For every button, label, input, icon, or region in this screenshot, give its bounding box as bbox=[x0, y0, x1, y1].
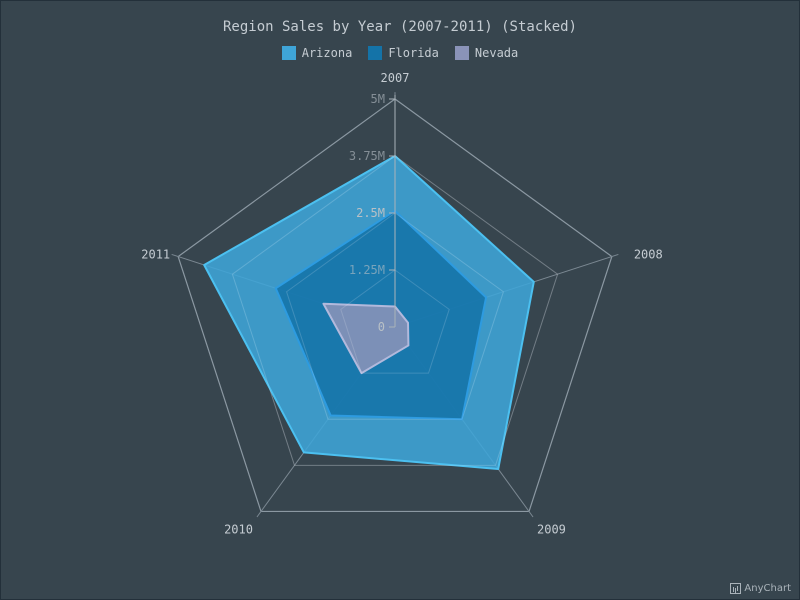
credit-label: AnyChart bbox=[744, 583, 791, 594]
series-area-nevada bbox=[322, 302, 410, 375]
anychart-logo-icon bbox=[730, 583, 742, 594]
legend-item-arizona[interactable]: Arizona bbox=[281, 46, 353, 60]
legend-label-arizona: Arizona bbox=[301, 46, 353, 60]
legend-swatch-florida bbox=[368, 46, 383, 60]
category-labels: 2007 2008 2009 2010 2011 bbox=[141, 71, 662, 536]
legend-item-nevada[interactable]: Nevada bbox=[454, 46, 519, 60]
value-tick-label: 0 bbox=[378, 320, 385, 334]
grid-overlay bbox=[231, 95, 559, 466]
chart-title: Region Sales by Year (2007-2011) (Stacke… bbox=[222, 19, 577, 35]
legend-swatch-arizona bbox=[281, 46, 296, 60]
grid-ring bbox=[177, 98, 613, 513]
series-layer bbox=[203, 155, 535, 471]
legend-label-florida: Florida bbox=[388, 46, 439, 60]
credit[interactable]: AnyChart bbox=[730, 583, 791, 594]
value-tick-label: 5M bbox=[371, 92, 385, 106]
category-label-2007: 2007 bbox=[381, 71, 410, 85]
value-tick-label: 1.25M bbox=[349, 263, 385, 277]
category-label-2011: 2011 bbox=[141, 248, 170, 262]
value-tick-label: 2.5M bbox=[356, 206, 385, 220]
category-label-2009: 2009 bbox=[537, 522, 566, 536]
grid-ring-overlay bbox=[231, 155, 559, 466]
grid-ring-overlay bbox=[285, 212, 505, 420]
value-ticks: 0 1.25M 2.5M 3.75M 5M bbox=[349, 92, 395, 334]
grid-ring-overlay bbox=[340, 269, 450, 374]
legend: Arizona Florida Nevada bbox=[0, 46, 800, 60]
value-tick-label: 3.75M bbox=[349, 149, 385, 163]
legend-label-nevada: Nevada bbox=[474, 46, 519, 60]
category-label-2008: 2008 bbox=[634, 248, 663, 262]
category-label-2010: 2010 bbox=[224, 522, 253, 536]
legend-swatch-nevada bbox=[454, 46, 469, 60]
legend-item-florida[interactable]: Florida bbox=[368, 46, 439, 60]
